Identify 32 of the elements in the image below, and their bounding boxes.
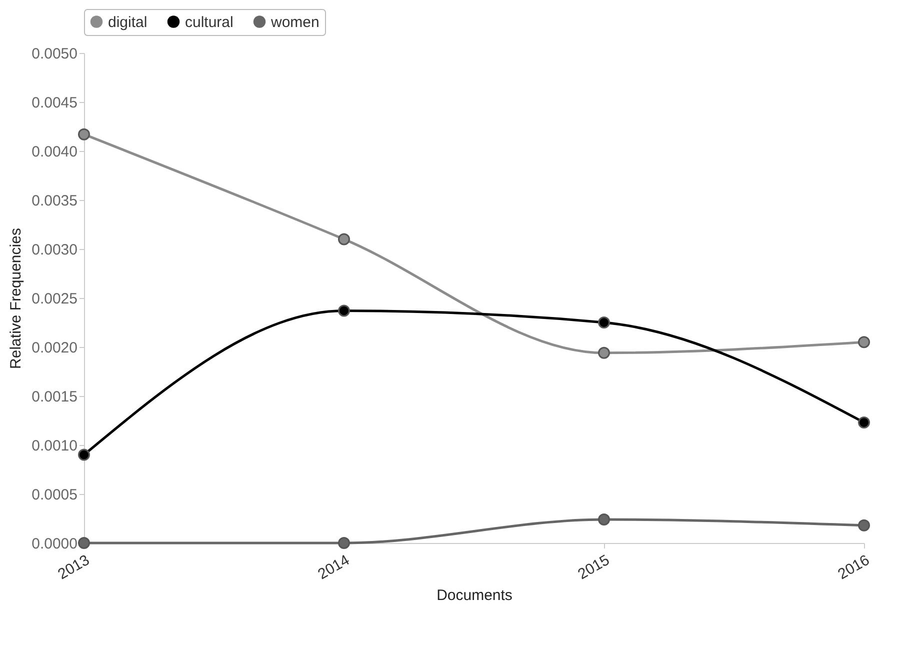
legend-label: women (270, 14, 320, 31)
point (78, 448, 90, 461)
point (858, 336, 870, 348)
y-tick-label: 0.0025 (32, 290, 78, 308)
y-tick-label: 0.0030 (32, 242, 78, 258)
y-tick-label: 0.0000 (32, 536, 78, 552)
y-tick-label: 0.0040 (32, 144, 78, 160)
point (858, 416, 870, 428)
x-axis-title: Documents (436, 587, 512, 604)
legend-label: cultural (185, 14, 234, 31)
x-tick-label: 2014 (315, 552, 352, 584)
y-tick-label: 0.0015 (32, 388, 78, 406)
point (598, 316, 610, 328)
y-tick-label: 0.0020 (32, 340, 78, 356)
x-tick-label: 2013 (55, 552, 92, 584)
point (78, 128, 90, 140)
y-tick-label: 0.0045 (32, 94, 78, 112)
y-axis-title: Relative Frequencies (8, 228, 25, 369)
y-tick-label: 0.0010 (32, 438, 78, 454)
point (338, 304, 350, 317)
y-tick-label: 0.0050 (32, 46, 78, 62)
x-tick-label: 2015 (575, 552, 612, 584)
point (78, 537, 90, 549)
point (598, 513, 610, 526)
point (338, 233, 350, 246)
point (338, 537, 350, 549)
legend-label: digital (108, 14, 148, 31)
y-tick-label: 0.0005 (32, 486, 78, 504)
x-tick-label: 2016 (835, 552, 872, 584)
point (858, 519, 870, 532)
point (598, 346, 610, 359)
y-tick-label: 0.0035 (32, 192, 78, 210)
